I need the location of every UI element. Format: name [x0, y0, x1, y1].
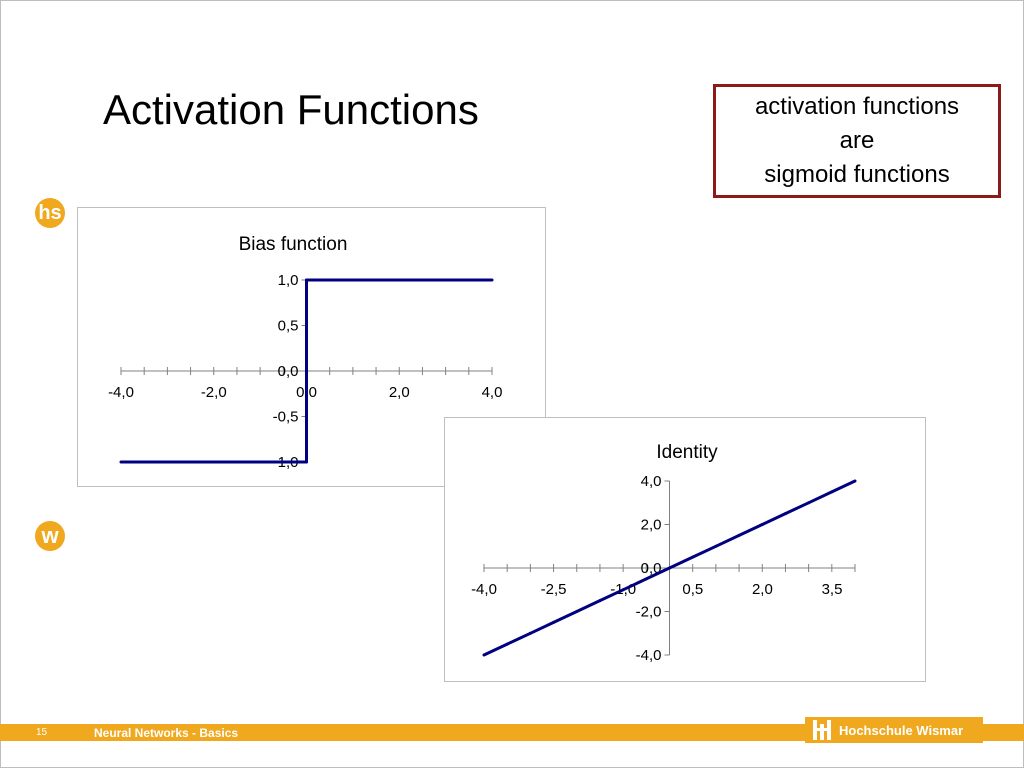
- data-point: [142, 460, 146, 464]
- footer-bar: [0, 724, 1024, 741]
- data-point: [830, 490, 834, 494]
- data-point: [714, 544, 718, 548]
- data-point: [165, 460, 169, 464]
- data-point: [328, 278, 332, 282]
- data-point: [235, 460, 239, 464]
- data-point: [853, 479, 857, 483]
- data-point: [374, 278, 378, 282]
- institution-logo: Hochschule Wismar: [805, 717, 983, 743]
- footer-course-title: Neural Networks - Basics: [94, 726, 239, 740]
- y-tick-label: 4,0: [641, 473, 662, 490]
- data-point: [760, 523, 764, 526]
- y-tick-label: 2,0: [641, 517, 662, 534]
- data-point: [691, 555, 695, 559]
- data-point: [598, 599, 602, 603]
- data-point: [305, 460, 308, 464]
- institution-mark-icon: [813, 720, 831, 740]
- data-point: [397, 278, 401, 282]
- callout-box: activation functions are sigmoid functio…: [713, 84, 1001, 198]
- data-point: [189, 460, 193, 464]
- data-point: [490, 278, 494, 282]
- y-tick-label: 0,5: [278, 318, 299, 335]
- data-point: [305, 278, 308, 282]
- data-point: [783, 512, 787, 516]
- y-tick-label: -4,0: [636, 647, 662, 664]
- y-tick-label: 1,0: [278, 272, 299, 289]
- page-number: 15: [36, 727, 48, 738]
- callout-line-2: are: [839, 127, 875, 154]
- data-point: [351, 278, 355, 282]
- y-tick-label: -2,0: [636, 604, 662, 621]
- data-point: [575, 610, 579, 613]
- x-tick-label: 3,5: [822, 581, 843, 598]
- data-point: [644, 577, 648, 581]
- x-tick-label: -2,5: [541, 581, 567, 598]
- w-logo-badge: w: [35, 521, 65, 551]
- data-point: [212, 460, 216, 464]
- data-point: [119, 460, 123, 464]
- chart-title: Identity: [656, 442, 718, 463]
- y-tick-label: 0,0: [278, 363, 299, 380]
- data-point: [281, 460, 285, 464]
- data-point: [621, 588, 625, 592]
- x-tick-label: 4,0: [482, 384, 503, 401]
- data-point: [420, 278, 424, 282]
- chart-title: Bias function: [239, 234, 348, 255]
- data-point: [444, 278, 448, 282]
- data-point: [258, 460, 262, 464]
- data-point: [505, 642, 509, 646]
- data-point: [467, 278, 471, 282]
- x-tick-label: -4,0: [471, 581, 497, 598]
- x-tick-label: -2,0: [201, 384, 227, 401]
- series-line: [121, 278, 492, 464]
- page-title: Activation Functions: [103, 86, 479, 133]
- x-tick-label: -4,0: [108, 384, 134, 401]
- identity-chart: Identity 4,0 2,0 0,0 -2,0 -4,0 -4,0 -2,5 -1,0 0,5…: [444, 417, 926, 682]
- y-tick-label: -0,5: [273, 409, 299, 426]
- data-point: [552, 620, 556, 624]
- hs-logo-badge: hs: [35, 198, 65, 228]
- data-point: [482, 653, 486, 657]
- x-tick-label: 2,0: [752, 581, 773, 598]
- institution-name: Hochschule Wismar: [839, 722, 964, 738]
- data-point: [737, 533, 741, 537]
- x-tick-label: 0,5: [682, 581, 703, 598]
- callout-line-1: activation functions: [754, 93, 960, 120]
- data-point: [807, 501, 811, 505]
- data-point: [668, 566, 671, 570]
- callout-line-3: sigmoid functions: [764, 161, 950, 188]
- data-point: [528, 631, 532, 635]
- x-tick-label: 2,0: [389, 384, 410, 401]
